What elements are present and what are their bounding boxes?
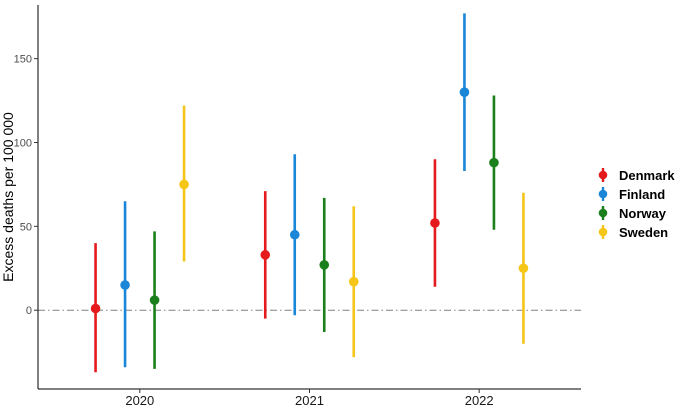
legend-label-sweden: Sweden [619,225,668,240]
y-axis-title: Excess deaths per 100 000 [0,112,16,282]
point-sweden-2021 [348,276,359,287]
x-tick-label-2020: 2020 [125,393,154,406]
x-tick-label-2022: 2022 [465,393,494,406]
y-tick-label-150: 150 [14,54,32,66]
axes-layer: 0 50 100 150 2020 2021 2022 [14,5,581,406]
legend-label-finland: Finland [619,187,665,202]
legend-key-point-denmark [598,170,608,180]
point-norway-2022 [489,157,499,168]
point-denmark-2021 [260,250,271,260]
data-marks-layer [90,13,529,373]
legend-key-point-finland [598,189,608,199]
y-tick-label-0: 0 [26,305,32,317]
y-tick-label-50: 50 [20,221,32,233]
point-norway-2020 [149,295,160,305]
point-denmark-2020 [90,303,101,314]
legend-key-point-norway [598,208,608,218]
legend-key-point-sweden [598,227,608,237]
point-sweden-2022 [518,263,529,274]
point-finland-2022 [459,87,470,97]
legend-label-denmark: Denmark [619,168,675,183]
point-denmark-2022 [430,218,440,228]
point-finland-2020 [120,280,130,290]
legend: Denmark Finland Norway Sweden [598,168,675,240]
legend-label-norway: Norway [619,206,667,221]
point-sweden-2020 [179,179,189,190]
point-finland-2021 [289,229,300,240]
point-norway-2021 [319,260,330,270]
y-tick-label-100: 100 [14,138,32,150]
x-tick-label-2021: 2021 [295,393,324,406]
